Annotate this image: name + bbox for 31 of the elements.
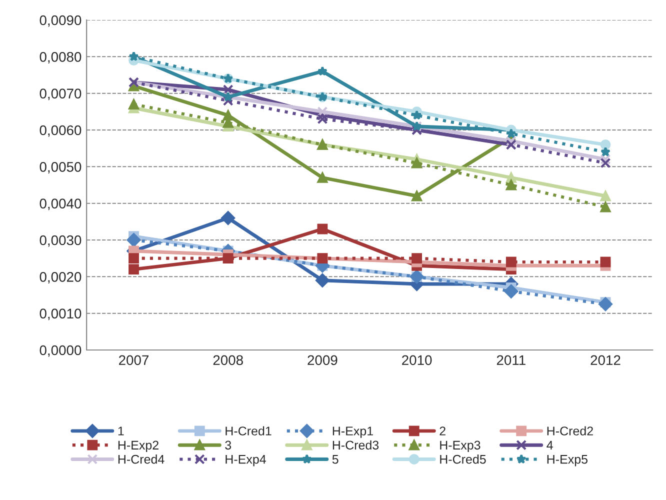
y-tick-label: 0,0000 bbox=[40, 345, 82, 357]
legend-label: 2 bbox=[440, 426, 446, 436]
legend-label: H-Exp1 bbox=[332, 426, 373, 438]
legend-label: H-Exp5 bbox=[547, 455, 588, 466]
x-tick-label: 2010 bbox=[402, 355, 432, 366]
legend-label: H-Exp4 bbox=[226, 455, 266, 466]
y-tick-label: 0,0090 bbox=[40, 15, 82, 27]
legend-label: 4 bbox=[546, 440, 553, 450]
x-tick-label: 2009 bbox=[308, 355, 338, 366]
y-tick-label: 0,0010 bbox=[40, 308, 82, 320]
y-tick-label: 0,0070 bbox=[40, 88, 82, 100]
x-tick-label: 2011 bbox=[496, 355, 526, 366]
y-tick-label: 0,0080 bbox=[40, 52, 82, 64]
y-tick-label: 0,0060 bbox=[40, 125, 82, 137]
legend-label: H-Cred1 bbox=[226, 426, 272, 436]
legend-label: H-Exp2 bbox=[118, 440, 158, 452]
legend-label: H-Cred3 bbox=[332, 440, 379, 450]
y-tick-label: 0,0020 bbox=[40, 272, 82, 284]
legend-label: 3 bbox=[225, 440, 232, 450]
legend-label: H-Cred2 bbox=[547, 426, 593, 436]
y-tick-label: 0,0050 bbox=[40, 162, 82, 174]
legend-label: 5 bbox=[332, 455, 338, 464]
y-tick-label: 0,0030 bbox=[40, 235, 82, 247]
legend-label: H-Cred4 bbox=[118, 454, 164, 464]
legend-label: H-Cred5 bbox=[440, 454, 486, 464]
x-tick-label: 2007 bbox=[119, 355, 149, 366]
legend-label: H-Exp3 bbox=[440, 440, 480, 452]
legend-label: 1 bbox=[118, 426, 124, 436]
x-tick-label: 2008 bbox=[213, 355, 243, 366]
y-tick-label: 0,0040 bbox=[40, 198, 82, 210]
x-tick-label: 2012 bbox=[590, 355, 620, 366]
